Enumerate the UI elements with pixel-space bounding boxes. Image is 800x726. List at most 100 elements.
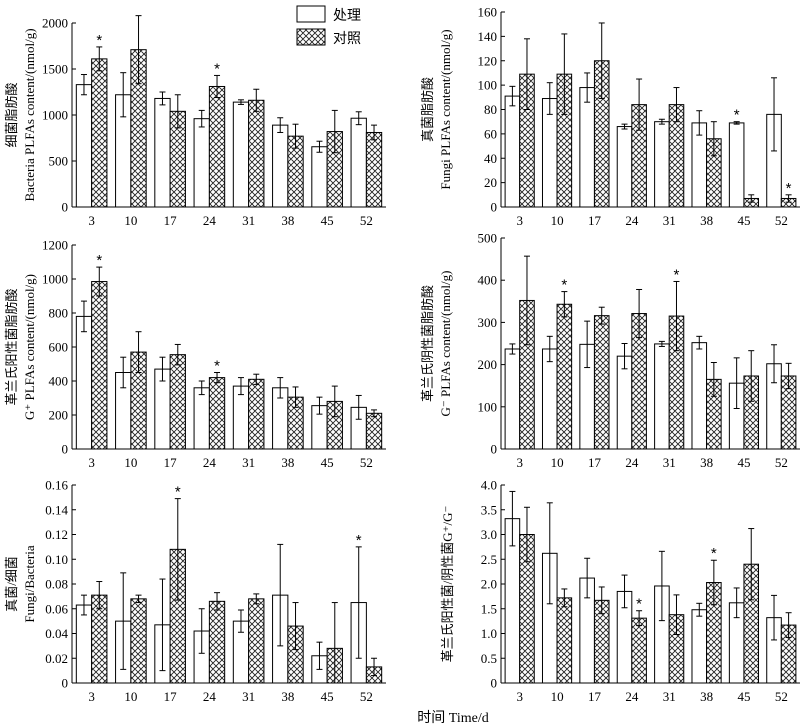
y-axis-label: Bacteria PLFAs content/(nmol/g) (22, 28, 37, 201)
significance-star: * (711, 545, 717, 562)
x-tick-label: 45 (737, 689, 750, 704)
bar-treatment (541, 348, 558, 450)
y-tick-label: 1000 (42, 108, 68, 123)
y-tick-label: 400 (49, 374, 69, 389)
bar-treatment (579, 87, 595, 208)
x-tick-label: 52 (775, 455, 788, 470)
x-tick-label: 17 (164, 213, 178, 228)
bar-treatment (654, 121, 670, 208)
bar-treatment (691, 342, 708, 450)
y-tick-label: 500 (478, 231, 498, 246)
x-tick-label: 17 (164, 455, 178, 470)
y-tick-label: 120 (478, 53, 498, 68)
x-tick-label: 3 (88, 455, 95, 470)
y-tick-label: 800 (49, 306, 69, 321)
bar-treatment (75, 604, 93, 684)
x-tick-label: 10 (551, 455, 564, 470)
x-tick-label: 45 (321, 455, 334, 470)
significance-star: * (561, 277, 567, 294)
y-tick-label: 0 (62, 200, 69, 215)
x-tick-label: 52 (360, 455, 373, 470)
y-tick-label: 400 (478, 273, 498, 288)
x-tick-label: 52 (360, 689, 373, 704)
y-tick-label: 300 (478, 315, 498, 330)
x-tick-label: 31 (242, 213, 255, 228)
x-tick-label: 24 (625, 213, 639, 228)
x-tick-label: 52 (775, 689, 788, 704)
y-tick-label: 1.0 (481, 626, 497, 641)
bar-treatment (654, 343, 670, 450)
legend-swatch-treatment (296, 5, 326, 23)
x-tick-label: 38 (700, 213, 713, 228)
y-tick-label: 0.04 (45, 626, 68, 641)
x-tick-label: 38 (700, 689, 713, 704)
panel-4: 0 100 200 300 400 500 革兰氏阴性菌脂肪酸 G⁻ PLFAs conten… (420, 231, 800, 470)
y-tick-label: 0 (491, 676, 498, 691)
significance-star: * (214, 358, 220, 375)
bar-treatment (311, 146, 328, 208)
x-tick-label: 52 (360, 213, 373, 228)
bar-control (169, 354, 186, 450)
bar-treatment (193, 118, 210, 208)
x-tick-label: 3 (88, 689, 95, 704)
significance-star: * (674, 266, 680, 283)
legend-label-treatment: 处理 (333, 8, 361, 24)
x-tick-label: 24 (203, 689, 217, 704)
x-tick-label: 31 (242, 455, 255, 470)
x-tick-label: 24 (203, 213, 217, 228)
y-axis-label: 革兰氏阳性菌/阴性菌G⁺/G⁻ (440, 506, 455, 663)
y-axis-label: 革兰氏阳性菌脂肪酸 (4, 288, 19, 405)
x-tick-label: 3 (516, 689, 523, 704)
y-tick-label: 600 (49, 340, 69, 355)
y-tick-label: 20 (484, 175, 497, 190)
legend-label-control: 对照 (333, 31, 361, 47)
y-tick-label: 100 (478, 399, 498, 414)
bar-treatment (350, 117, 367, 208)
x-tick-label: 10 (124, 689, 137, 704)
y-tick-label: 0.08 (45, 577, 68, 592)
y-tick-label: 3.5 (481, 502, 497, 517)
x-tick-label: 3 (88, 213, 95, 228)
y-tick-label: 80 (484, 102, 497, 117)
y-tick-label: 2.0 (481, 577, 497, 592)
significance-star: * (214, 60, 220, 77)
bar-control (91, 281, 108, 450)
y-tick-label: 0 (491, 200, 498, 215)
x-tick-label: 17 (588, 213, 602, 228)
bar-control (208, 377, 226, 450)
bar-control (248, 378, 265, 450)
y-axis-label: G⁻ PLFAs content/(nmol/g) (438, 270, 453, 416)
y-axis-label: Fungi PLFAs content/(nmol/g) (438, 29, 453, 189)
bar-treatment (616, 126, 633, 208)
x-tick-label: 45 (737, 455, 750, 470)
significance-star: * (636, 596, 642, 613)
y-tick-label: 160 (478, 5, 498, 20)
x-tick-label: 24 (203, 455, 217, 470)
bar-control (556, 303, 573, 450)
y-tick-label: 0.10 (45, 552, 68, 567)
y-tick-label: 0 (62, 442, 69, 457)
significance-star: * (175, 484, 181, 501)
x-tick-label: 38 (281, 455, 294, 470)
bar-treatment (616, 355, 633, 450)
significance-star: * (96, 252, 102, 269)
x-tick-label: 3 (516, 455, 523, 470)
bar-control (631, 617, 647, 684)
y-axis-label: 革兰氏阴性菌脂肪酸 (420, 285, 435, 402)
x-tick-label: 10 (551, 689, 564, 704)
bar-treatment (504, 95, 521, 208)
bar-control (365, 131, 383, 208)
y-tick-label: 1200 (42, 238, 68, 253)
y-tick-label: 100 (478, 78, 498, 93)
y-axis-label: 真菌/细菌 (4, 556, 19, 612)
x-tick-label: 31 (242, 689, 255, 704)
x-tick-label: 17 (164, 689, 178, 704)
y-tick-label: 500 (49, 154, 69, 169)
x-tick-label: 24 (625, 689, 639, 704)
bar-control (208, 85, 226, 208)
x-tick-label: 10 (124, 213, 137, 228)
panel-5: 0 0.02 0.04 0.06 0.08 0.10 0.12 0.14 0.16 真菌/细菌 Fu… (4, 478, 386, 704)
y-axis-label: G⁺ PLFAs content/(nmol/g) (22, 274, 37, 420)
bar-treatment (193, 387, 210, 450)
